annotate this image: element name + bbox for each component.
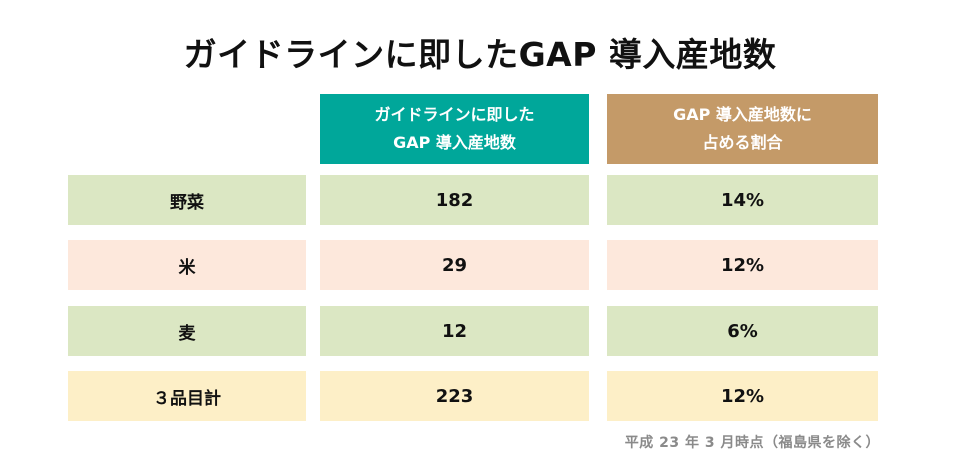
column-header-share-line1: GAP 導入産地数に <box>673 105 812 124</box>
row-label: 米 <box>68 240 306 290</box>
row-share: 12% <box>607 240 878 290</box>
table-row: 野菜 182 14% <box>0 175 960 225</box>
column-header-count-line1: ガイドラインに即した <box>374 105 535 124</box>
table-row: 麦 12 6% <box>0 306 960 356</box>
row-count: 223 <box>320 371 589 421</box>
chart-title: ガイドラインに即したGAP 導入産地数 <box>183 35 777 74</box>
table-row: 米 29 12% <box>0 240 960 290</box>
column-header-count: ガイドラインに即した GAP 導入産地数 <box>320 94 589 164</box>
row-label: 麦 <box>68 306 306 356</box>
row-count: 29 <box>320 240 589 290</box>
row-share: 12% <box>607 371 878 421</box>
row-count: 182 <box>320 175 589 225</box>
row-count: 12 <box>320 306 589 356</box>
table-row: ３品目計 223 12% <box>0 371 960 421</box>
column-header-share: GAP 導入産地数に 占める割合 <box>607 94 878 164</box>
column-header-count-line2: GAP 導入産地数 <box>393 133 516 152</box>
row-label: 野菜 <box>68 175 306 225</box>
footnote: 平成 23 年 3 月時点（福島県を除く） <box>624 435 880 451</box>
column-header-share-line2: 占める割合 <box>702 133 783 152</box>
row-label: ３品目計 <box>68 371 306 421</box>
row-share: 6% <box>607 306 878 356</box>
row-share: 14% <box>607 175 878 225</box>
